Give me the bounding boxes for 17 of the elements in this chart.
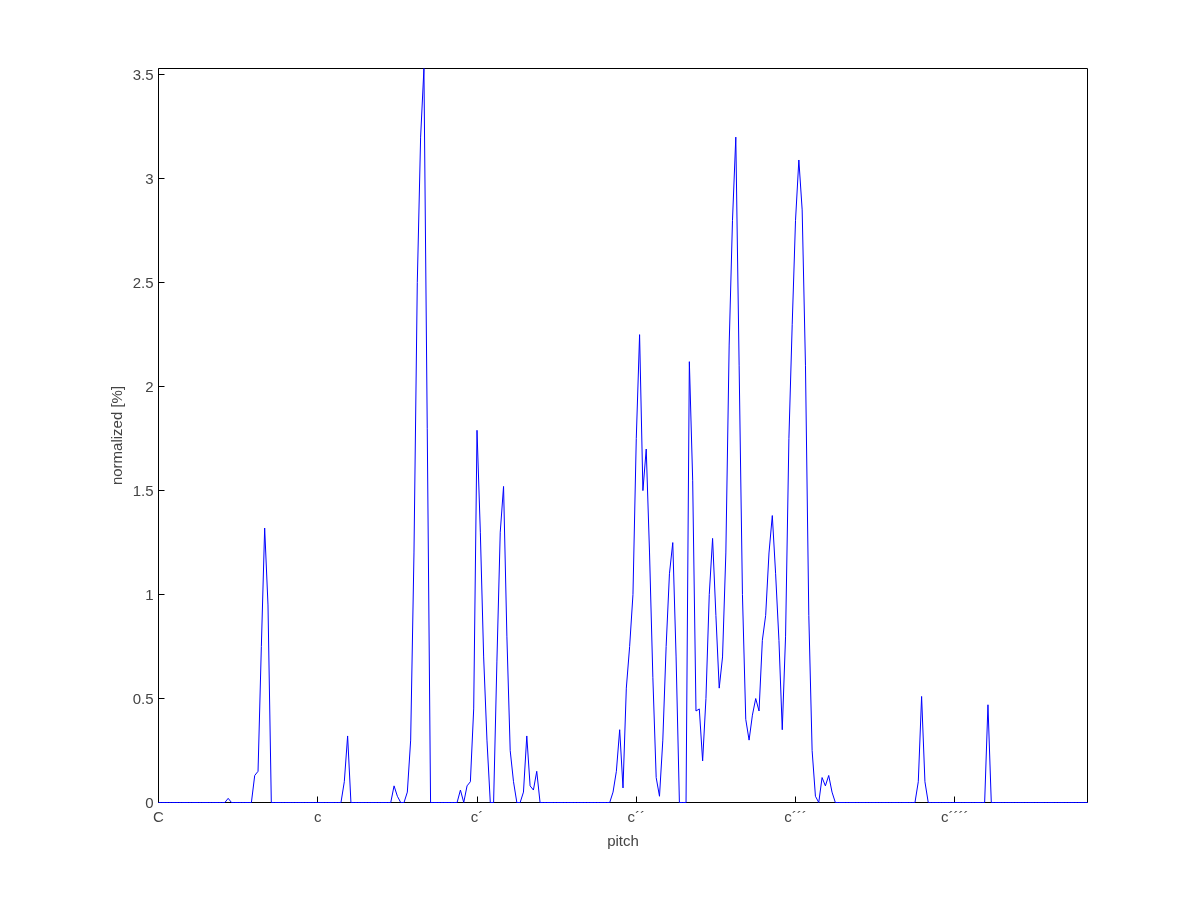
line-series (158, 68, 1088, 803)
y-tick-label: 1 (145, 585, 154, 603)
x-tick-label: c (314, 807, 323, 825)
y-tick-label: 1.5 (132, 481, 154, 499)
x-tick-label: c´´´ (784, 807, 807, 825)
y-tick-label: 0.5 (132, 689, 154, 707)
y-tick-label: 2 (145, 377, 154, 395)
y-tick-label: 0 (145, 793, 154, 811)
y-tick-label: 2.5 (132, 273, 154, 291)
y-axis-title: normalized [%] (107, 385, 125, 486)
y-tick-label: 3.5 (132, 65, 154, 83)
x-tick-label: c´´´´ (941, 807, 969, 825)
x-tick-label: c´´ (627, 807, 646, 825)
x-axis-title: pitch (607, 831, 639, 849)
x-tick-label: C (153, 807, 165, 825)
y-tick-label: 3 (145, 169, 154, 187)
x-tick-label: c´ (470, 807, 484, 825)
